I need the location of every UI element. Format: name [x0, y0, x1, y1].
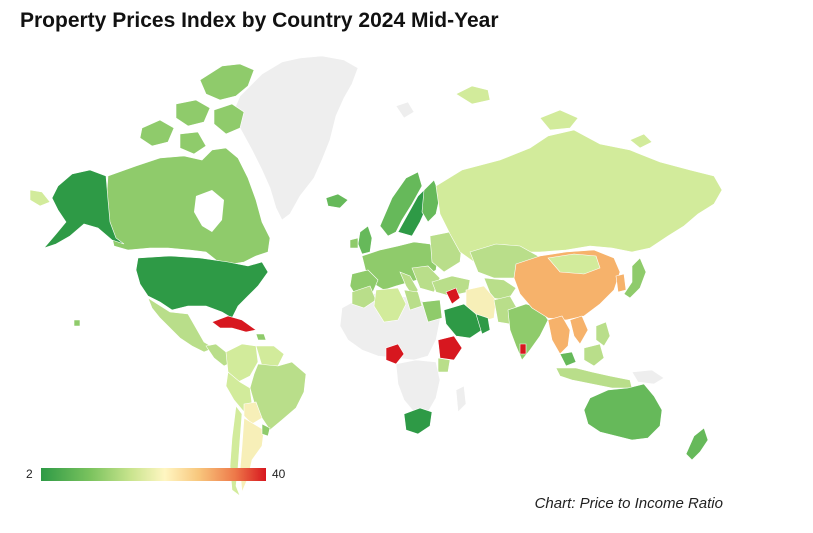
region-iceland[interactable] — [325, 193, 349, 209]
region-svalbard[interactable] — [395, 101, 415, 119]
region-hawaii[interactable] — [73, 319, 81, 327]
region-usa[interactable] — [135, 255, 269, 319]
region-uk[interactable] — [357, 225, 373, 255]
region-alaska[interactable] — [43, 169, 125, 249]
region-canada-islands-2[interactable] — [175, 99, 211, 127]
region-egypt[interactable] — [421, 299, 443, 323]
region-kenya[interactable] — [437, 357, 451, 373]
region-franz-josef[interactable] — [455, 85, 491, 105]
region-borneo[interactable] — [583, 343, 605, 367]
region-canada-islands-3[interactable] — [213, 103, 245, 135]
region-lebanon-syria[interactable] — [445, 287, 461, 305]
region-vietnam[interactable] — [569, 315, 589, 345]
region-australia[interactable] — [583, 383, 663, 441]
region-sri-lanka[interactable] — [519, 343, 527, 355]
region-madagascar[interactable] — [455, 385, 467, 413]
chart-caption: Chart: Price to Income Ratio — [534, 495, 723, 512]
region-oman-uae[interactable] — [475, 313, 491, 335]
region-russia-west-edge[interactable] — [29, 189, 51, 207]
chart-title: Property Prices Index by Country 2024 Mi… — [20, 9, 499, 32]
region-finland[interactable] — [421, 179, 441, 223]
region-africa-central-south[interactable] — [395, 359, 441, 413]
region-nigeria[interactable] — [385, 343, 405, 365]
region-japan[interactable] — [623, 257, 647, 299]
region-south-africa[interactable] — [403, 407, 433, 435]
region-malaysia[interactable] — [559, 351, 577, 367]
region-myanmar-thailand[interactable] — [547, 315, 571, 355]
region-chile[interactable] — [229, 405, 243, 497]
region-russia[interactable] — [435, 129, 723, 263]
hudson-bay — [194, 190, 224, 232]
region-bolivia[interactable] — [243, 401, 263, 425]
region-uruguay[interactable] — [261, 423, 271, 437]
region-norway[interactable] — [379, 171, 423, 237]
region-tunisia-libya[interactable] — [403, 289, 423, 311]
region-canada-islands-4[interactable] — [139, 119, 175, 147]
region-saudi-arabia[interactable] — [443, 303, 483, 339]
region-canada[interactable] — [105, 147, 271, 265]
region-new-zealand[interactable] — [685, 427, 709, 461]
region-caribbean[interactable] — [255, 333, 267, 341]
region-morocco[interactable] — [351, 285, 377, 309]
region-ethiopia[interactable] — [437, 335, 463, 361]
region-new-guinea[interactable] — [631, 369, 665, 385]
legend-gradient-bar — [41, 468, 266, 481]
legend-max-label: 40 — [272, 467, 286, 481]
region-philippines[interactable] — [595, 321, 611, 347]
region-canada-islands-5[interactable] — [179, 131, 207, 155]
region-mongolia[interactable] — [547, 253, 601, 275]
region-indonesia[interactable] — [555, 367, 633, 389]
region-korea[interactable] — [615, 273, 627, 293]
region-ireland[interactable] — [349, 237, 359, 249]
region-venezuela[interactable] — [255, 345, 285, 367]
region-russia-islands[interactable] — [539, 109, 579, 131]
legend-min-label: 2 — [26, 467, 33, 481]
region-mexico[interactable] — [147, 297, 215, 353]
region-new-siberian[interactable] — [629, 133, 653, 149]
region-cuba[interactable] — [211, 315, 257, 333]
region-algeria[interactable] — [373, 287, 407, 323]
region-canada-islands-1[interactable] — [199, 63, 255, 101]
